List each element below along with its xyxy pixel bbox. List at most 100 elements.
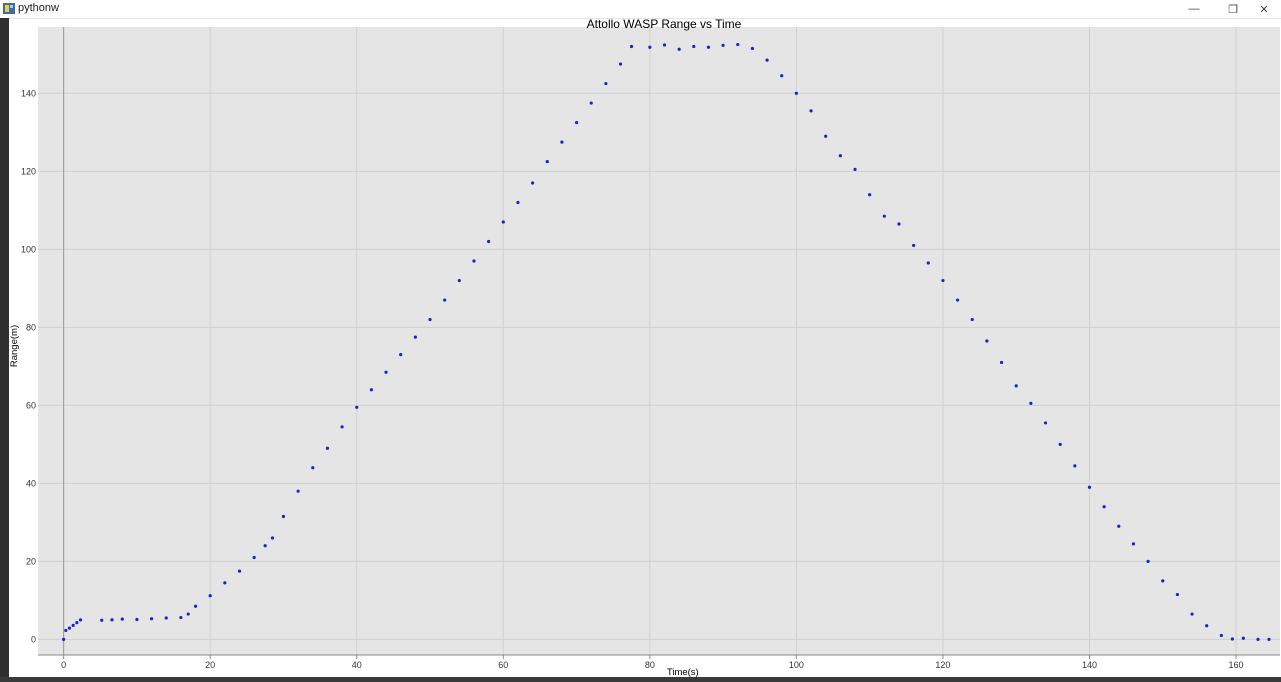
data-point <box>443 298 447 302</box>
data-point <box>1102 505 1106 509</box>
data-point <box>692 44 696 49</box>
data-point <box>662 43 667 47</box>
x-tick-label: 160 <box>1229 660 1244 670</box>
data-point <box>164 616 168 620</box>
data-point <box>750 46 755 51</box>
data-point <box>1073 464 1077 468</box>
data-point <box>531 181 535 185</box>
data-point <box>413 335 417 339</box>
data-point <box>1161 579 1165 583</box>
data-point <box>809 109 813 113</box>
data-point <box>120 617 124 621</box>
data-point <box>223 581 227 585</box>
data-point <box>179 615 183 620</box>
close-icon: ✕ <box>1259 3 1269 16</box>
data-point <box>999 360 1004 365</box>
x-tick-label: 60 <box>498 660 508 670</box>
axes <box>38 27 1280 656</box>
data-point <box>186 612 190 616</box>
data-point <box>62 637 66 641</box>
data-point <box>941 278 945 283</box>
data-point <box>1205 624 1209 628</box>
data-point <box>193 604 198 608</box>
window-title: pythonw <box>18 2 59 14</box>
data-point <box>794 91 798 95</box>
data-point <box>955 298 960 302</box>
data-point <box>149 617 154 621</box>
title-bar[interactable]: pythonw — ❐ ✕ <box>0 0 1281 19</box>
data-point <box>270 536 275 540</box>
data-point <box>311 466 315 470</box>
data-point <box>208 594 212 598</box>
data-point <box>135 617 139 622</box>
data-point <box>516 200 520 205</box>
data-points <box>62 42 1271 641</box>
data-point <box>1219 633 1223 638</box>
data-point <box>1230 637 1234 641</box>
data-point <box>736 42 740 47</box>
data-point <box>926 261 930 265</box>
y-tick-label: 140 <box>21 88 36 98</box>
data-point <box>237 569 242 573</box>
data-point <box>706 45 711 49</box>
y-tick-label: 20 <box>26 556 36 566</box>
data-point <box>384 370 388 374</box>
data-point <box>281 514 286 519</box>
data-point <box>882 214 886 218</box>
data-point <box>604 81 608 86</box>
y-tick-label: 40 <box>26 478 36 488</box>
data-point <box>64 628 68 633</box>
data-point <box>912 243 916 248</box>
data-point <box>263 544 267 548</box>
data-point <box>340 425 344 429</box>
data-point <box>780 74 784 78</box>
data-point <box>252 555 256 560</box>
y-tick-label: 120 <box>21 166 36 176</box>
x-axis-label: Time(s) <box>667 667 699 677</box>
data-point <box>970 317 974 322</box>
data-point <box>545 159 549 164</box>
minimize-icon: — <box>1188 3 1200 15</box>
y-tick-label: 80 <box>26 322 36 332</box>
data-point <box>1058 442 1062 446</box>
data-point <box>985 339 989 343</box>
y-tick-label: 100 <box>21 244 36 254</box>
data-point <box>501 220 505 224</box>
data-point <box>853 167 857 171</box>
data-point <box>296 489 300 493</box>
data-point <box>1256 637 1260 641</box>
restore-button[interactable]: ❐ <box>1216 0 1250 18</box>
python-app-icon <box>3 3 15 14</box>
data-point <box>677 47 681 51</box>
data-point <box>1043 421 1048 425</box>
y-tick-labels: 0 20 40 60 80 100 120 140 <box>21 88 36 644</box>
plot-background <box>38 27 1280 655</box>
data-point <box>574 120 579 125</box>
x-tick-label: 20 <box>205 660 215 670</box>
y-tick-label: 0 <box>31 634 36 644</box>
data-point <box>1190 612 1194 616</box>
data-point <box>428 317 432 322</box>
data-point <box>589 101 593 105</box>
minimize-button[interactable]: — <box>1177 0 1211 18</box>
chart-title: Attollo WASP Range vs Time <box>587 19 742 31</box>
x-tick-labels: 0 20 40 60 80 100 120 140 160 <box>61 655 1244 670</box>
close-button[interactable]: ✕ <box>1247 0 1281 18</box>
data-point <box>78 618 83 622</box>
data-point <box>100 618 104 622</box>
x-tick-label: 40 <box>352 660 362 670</box>
data-point <box>824 134 828 138</box>
data-point <box>1175 592 1180 597</box>
data-point <box>369 388 373 392</box>
data-point <box>75 621 79 625</box>
data-point <box>868 193 872 197</box>
data-point <box>897 222 901 226</box>
restore-icon: ❐ <box>1228 3 1238 16</box>
x-tick-label: 140 <box>1082 660 1097 670</box>
data-point <box>1131 542 1136 546</box>
data-point <box>67 626 72 630</box>
range-vs-time-chart[interactable]: 0 20 40 60 80 100 120 140 160 0 20 40 60 80 100 120 140… <box>9 17 1281 678</box>
data-point <box>1241 636 1245 640</box>
x-tick-label: 120 <box>935 660 950 670</box>
